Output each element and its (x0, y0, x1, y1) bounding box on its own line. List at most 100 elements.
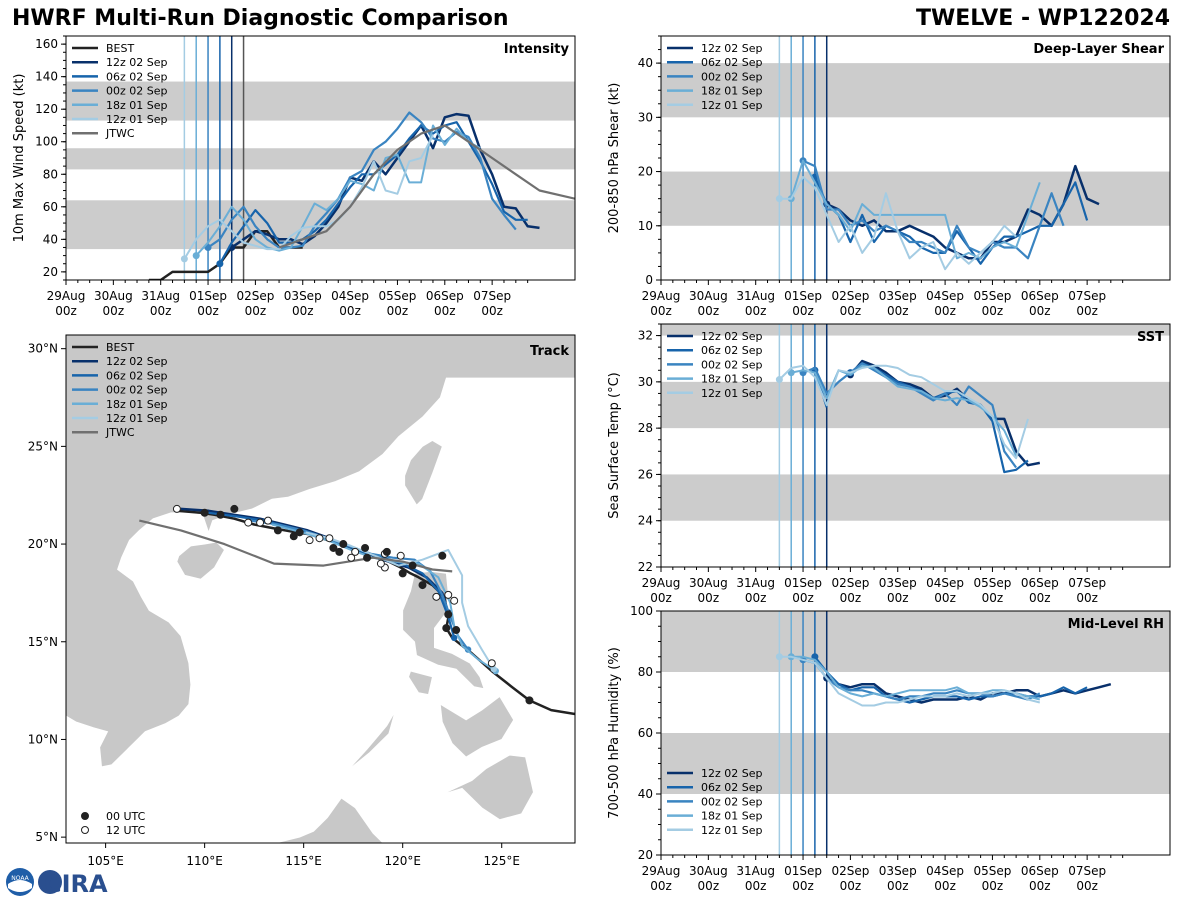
sst-legend-label: 06z 02 Sep (701, 344, 763, 357)
best-track-marker (305, 536, 314, 545)
sst-xtick-label: 05Sep (973, 576, 1011, 590)
intensity-series-line (207, 111, 517, 249)
intensity-ytick-label: 60 (43, 200, 58, 214)
sst-xtick-sublabel: 00z (840, 591, 862, 605)
intensity-legend-label: 00z 02 Sep (106, 85, 168, 98)
intensity-legend-label: 18z 01 Sep (106, 99, 168, 112)
track-ytick-label: 5°N (35, 830, 58, 844)
rh-xtick-sublabel: 00z (1076, 879, 1098, 893)
intensity-ytick-label: 40 (43, 232, 58, 246)
shear-legend-label: 06z 02 Sep (701, 56, 763, 69)
intensity-xtick-label: 03Sep (284, 289, 322, 303)
sst-series-line (778, 364, 1029, 460)
intensity-legend-label: JTWC (105, 127, 135, 140)
sst-series-line (849, 359, 1041, 467)
land-taiwan (404, 440, 443, 506)
track-marker-legend-swatch (81, 826, 89, 834)
intensity-xtick-sublabel: 00z (434, 304, 456, 318)
rh-xtick-sublabel: 00z (887, 879, 909, 893)
shear-panel-title: Deep-Layer Shear (1033, 42, 1164, 57)
rh-xtick-label: 30Aug (689, 864, 728, 878)
intensity-xtick-sublabel: 00z (245, 304, 267, 318)
shear-legend-label: 12z 02 Sep (701, 42, 763, 55)
shear-series-group (775, 157, 1100, 271)
intensity-panel-title: Intensity (504, 42, 570, 57)
sst-ytick-label: 24 (638, 514, 653, 528)
sst-xtick-label: 07Sep (1068, 576, 1106, 590)
rh-xtick-label: 05Sep (973, 864, 1011, 878)
best-track-marker (273, 526, 282, 535)
rh-ylabel: 700-500 hPa Humidity (%) (607, 647, 622, 819)
rh-xtick-sublabel: 00z (698, 879, 720, 893)
land-china (66, 335, 575, 768)
track-legend-label: BEST (106, 341, 134, 354)
rh-ytick-label: 80 (638, 665, 653, 679)
best-track-marker (230, 504, 239, 513)
best-track-marker (244, 518, 253, 527)
best-track-marker (295, 528, 304, 537)
rh-xtick-label: 03Sep (879, 864, 917, 878)
intensity-xtick-label: 01Sep (189, 289, 227, 303)
rh-xtick-label: 01Sep (784, 864, 822, 878)
rh-xtick-label: 31Aug (736, 864, 775, 878)
sst-band (661, 474, 1170, 521)
rh-legend-label: 18z 01 Sep (701, 810, 763, 823)
rh-series-line (814, 656, 1088, 704)
intensity-series-start-point (216, 260, 224, 268)
intensity-xtick-sublabel: 00z (55, 304, 77, 318)
intensity-ylabel: 10m Max Wind Speed (kt) (12, 74, 27, 243)
sst-xtick-label: 02Sep (831, 576, 869, 590)
best-track-marker (438, 551, 447, 560)
sst-legend-label: 12z 01 Sep (701, 387, 763, 400)
rh-legend-label: 12z 01 Sep (701, 824, 763, 837)
rh-legend-label: 00z 02 Sep (701, 795, 763, 808)
shear-xtick-sublabel: 00z (934, 304, 956, 318)
track-start-point (490, 665, 497, 673)
rh-xtick-label: 06Sep (1021, 864, 1059, 878)
rh-band (661, 611, 1170, 672)
noaa-logo-text: NOAA (11, 875, 29, 882)
rh-xtick-label: 07Sep (1068, 864, 1106, 878)
shear-xtick-label: 31Aug (736, 289, 775, 303)
shear-xtick-sublabel: 00z (1076, 304, 1098, 318)
sst-xtick-sublabel: 00z (1076, 591, 1098, 605)
best-track-marker (452, 626, 461, 635)
intensity-xtick-sublabel: 00z (292, 304, 314, 318)
intensity-xtick-label: 30Aug (94, 289, 133, 303)
track-legend-label: JTWC (105, 426, 135, 439)
intensity-xtick-sublabel: 00z (103, 304, 125, 318)
land-mindoro (408, 670, 433, 695)
best-track-marker (487, 659, 496, 668)
best-track-marker (382, 547, 391, 556)
intensity-xtick-label: 31Aug (141, 289, 180, 303)
rh-xtick-sublabel: 00z (840, 879, 862, 893)
best-track-marker (444, 590, 453, 599)
track-line (305, 531, 495, 670)
intensity-series-line (183, 134, 434, 260)
sst-legend-label: 12z 02 Sep (701, 330, 763, 343)
rh-xtick-sublabel: 00z (934, 879, 956, 893)
sst-ytick-label: 22 (638, 560, 653, 574)
shear-xtick-label: 02Sep (831, 289, 869, 303)
best-track-marker (432, 592, 441, 601)
rh-panel: 2040608010029Aug00z30Aug00z31Aug00z01Sep… (607, 604, 1171, 893)
intensity-series-start-point (192, 252, 200, 260)
track-xtick-label: 115°E (285, 854, 322, 868)
shear-ylabel: 200-850 hPa Shear (kt) (607, 83, 622, 234)
cira-globe-icon (38, 870, 62, 894)
track-xtick-label: 110°E (186, 854, 223, 868)
rh-xtick-sublabel: 00z (792, 879, 814, 893)
track-ytick-label: 10°N (28, 732, 58, 746)
shear-xtick-sublabel: 00z (650, 304, 672, 318)
best-track-marker (256, 518, 265, 527)
intensity-series-start-point (180, 255, 188, 263)
sst-xtick-sublabel: 00z (887, 591, 909, 605)
shear-xtick-label: 06Sep (1021, 289, 1059, 303)
rh-panel-title: Mid-Level RH (1068, 617, 1164, 632)
intensity-xtick-sublabel: 00z (197, 304, 219, 318)
intensity-xtick-label: 29Aug (47, 289, 86, 303)
land-palawan (346, 711, 396, 772)
shear-series-start-point (775, 195, 783, 203)
track-marker-legend-label: 00 UTC (106, 810, 146, 823)
